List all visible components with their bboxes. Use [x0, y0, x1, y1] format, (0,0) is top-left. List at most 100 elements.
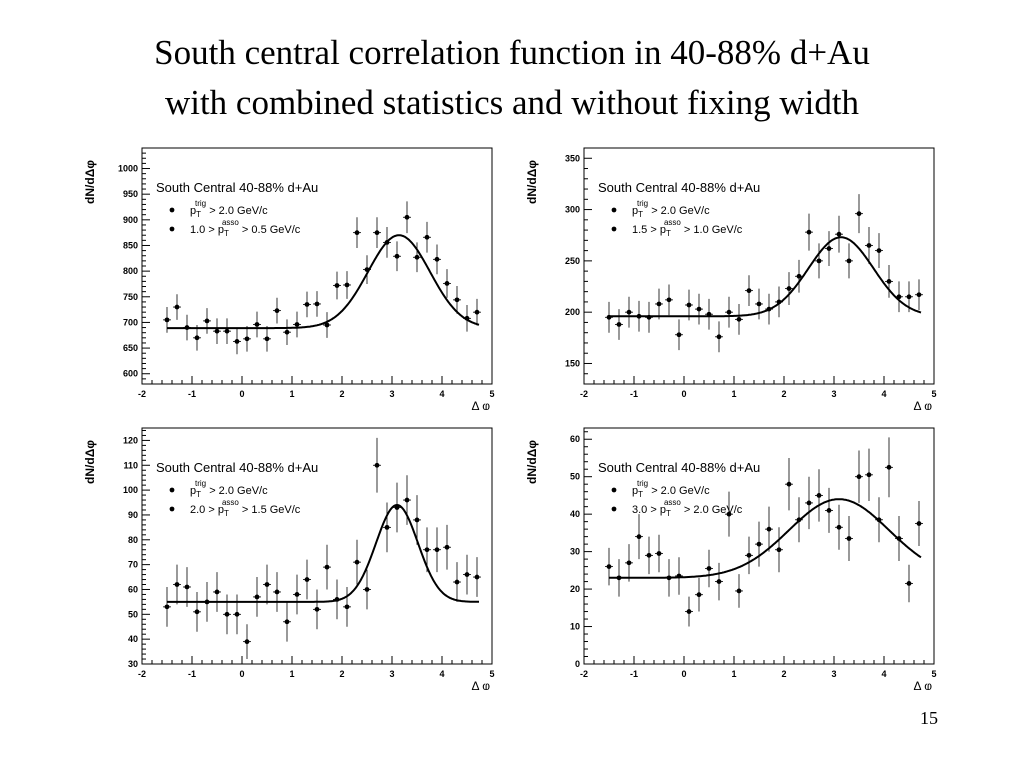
- data-point: [333, 579, 341, 620]
- data-marker: [766, 306, 772, 312]
- x-tick-label: 3: [389, 389, 394, 399]
- x-tick-label: 4: [439, 389, 444, 399]
- legend-entry: 1.0 > pTasso > 0.5 GeV/c: [190, 218, 301, 238]
- data-point: [695, 293, 703, 325]
- data-point: [163, 586, 171, 627]
- data-point: [845, 243, 853, 279]
- data-point: [323, 544, 331, 590]
- legend-marker: [611, 207, 617, 213]
- data-marker: [916, 292, 922, 298]
- data-point: [323, 312, 331, 338]
- legend-superscript: asso: [222, 218, 239, 227]
- data-marker: [636, 313, 642, 319]
- y-tick-label: 70: [128, 560, 138, 570]
- chart-panel-2: -2 -1 0 1 2 3 4 5 150 200 250 300 350 dN/dΔφ Δ φ South …: [522, 140, 942, 410]
- data-point: [433, 527, 441, 573]
- x-tick-label: 2: [339, 669, 344, 679]
- data-point: [283, 319, 291, 346]
- data-point: [805, 213, 813, 251]
- data-point: [443, 524, 451, 570]
- data-marker: [826, 508, 832, 513]
- data-marker: [294, 592, 300, 597]
- data-point: [865, 448, 873, 502]
- data-marker: [194, 335, 200, 341]
- data-marker: [444, 544, 450, 550]
- data-point: [423, 221, 431, 253]
- data-point: [303, 291, 311, 318]
- y-tick-label: 40: [128, 634, 138, 644]
- data-point: [273, 572, 281, 612]
- x-tick-label: 0: [681, 389, 686, 399]
- data-point: [473, 557, 481, 597]
- data-point: [905, 281, 913, 313]
- data-point: [313, 589, 321, 630]
- data-marker: [706, 566, 712, 571]
- data-marker: [244, 336, 250, 342]
- x-tick-label: 5: [931, 669, 936, 679]
- data-marker: [304, 302, 310, 307]
- data-marker: [896, 536, 902, 541]
- x-tick-label: -2: [138, 669, 146, 679]
- data-point: [655, 534, 663, 573]
- data-marker: [464, 315, 470, 321]
- data-marker: [434, 547, 440, 553]
- data-point: [835, 504, 843, 550]
- data-point: [635, 300, 643, 332]
- data-marker: [696, 592, 702, 598]
- data-marker: [264, 336, 270, 342]
- chart-panel-3: -2 -1 0 1 2 3 4 5 30 40 50 60 70 80 90 100 110 120 dN/dΔφ Δ…: [80, 420, 500, 690]
- data-marker: [616, 322, 622, 327]
- data-point: [463, 304, 471, 332]
- data-point: [243, 624, 251, 660]
- data-marker: [204, 599, 210, 605]
- data-marker: [676, 573, 682, 579]
- data-marker: [826, 246, 832, 251]
- x-tick-label: 0: [681, 669, 686, 679]
- data-marker: [776, 299, 782, 305]
- x-tick-label: -2: [580, 389, 588, 399]
- data-point: [715, 321, 723, 353]
- legend-text: 1.0 > p: [190, 224, 224, 236]
- x-axis-label: Δ φ: [472, 679, 491, 690]
- x-tick-label: 2: [781, 389, 786, 399]
- data-point: [263, 564, 271, 605]
- data-point: [705, 549, 713, 588]
- x-tick-label: -1: [188, 389, 196, 399]
- plot-frame: [583, 147, 935, 385]
- data-marker: [866, 472, 872, 478]
- legend-entry: 3.0 > pTasso > 2.0 GeV/c: [632, 498, 743, 518]
- legend-subscript: T: [666, 509, 671, 518]
- data-marker: [444, 281, 450, 286]
- y-tick-label: 10: [570, 622, 580, 632]
- data-marker: [374, 230, 380, 236]
- data-marker: [204, 318, 210, 324]
- data-point: [333, 271, 341, 300]
- data-marker: [234, 339, 240, 344]
- y-tick-label: 350: [565, 153, 580, 163]
- data-point: [373, 217, 381, 249]
- data-marker: [666, 575, 672, 581]
- data-marker: [364, 267, 370, 272]
- data-marker: [786, 286, 792, 291]
- data-point: [243, 326, 251, 352]
- data-marker: [626, 560, 632, 566]
- data-marker: [254, 322, 260, 327]
- legend-superscript: trig: [195, 479, 206, 488]
- data-marker: [324, 322, 330, 328]
- y-tick-label: 60: [128, 584, 138, 594]
- y-tick-label: 80: [128, 535, 138, 545]
- data-marker: [414, 517, 420, 523]
- data-point: [895, 516, 903, 561]
- data-point: [353, 539, 361, 585]
- data-marker: [816, 258, 822, 264]
- data-marker: [294, 322, 300, 327]
- data-point: [413, 242, 421, 273]
- data-point: [605, 547, 613, 586]
- y-tick-label: 110: [123, 460, 138, 470]
- data-marker: [846, 536, 852, 541]
- data-marker: [354, 559, 360, 565]
- legend-subscript: T: [196, 490, 201, 499]
- data-point: [625, 544, 633, 582]
- data-point: [363, 255, 371, 284]
